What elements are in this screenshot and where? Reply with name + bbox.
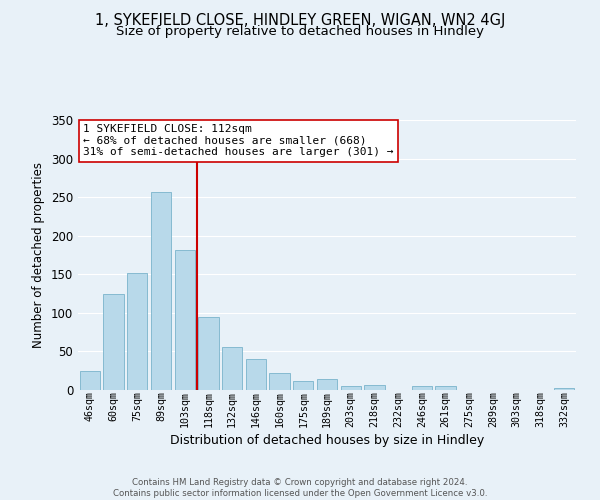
Bar: [412, 386, 432, 390]
Bar: [364, 384, 385, 390]
Y-axis label: Number of detached properties: Number of detached properties: [32, 162, 46, 348]
Text: Size of property relative to detached houses in Hindley: Size of property relative to detached ho…: [116, 25, 484, 38]
Bar: [269, 373, 290, 390]
Bar: [127, 272, 148, 390]
Bar: [341, 386, 361, 390]
Bar: [103, 294, 124, 390]
Bar: [317, 379, 337, 390]
Bar: [293, 380, 313, 390]
Bar: [151, 192, 171, 390]
Bar: [199, 316, 218, 390]
Bar: [554, 388, 574, 390]
Bar: [436, 386, 455, 390]
Bar: [80, 372, 100, 390]
Bar: [246, 359, 266, 390]
Text: 1 SYKEFIELD CLOSE: 112sqm
← 68% of detached houses are smaller (668)
31% of semi: 1 SYKEFIELD CLOSE: 112sqm ← 68% of detac…: [83, 124, 394, 157]
Bar: [222, 347, 242, 390]
X-axis label: Distribution of detached houses by size in Hindley: Distribution of detached houses by size …: [170, 434, 484, 448]
Text: Contains HM Land Registry data © Crown copyright and database right 2024.
Contai: Contains HM Land Registry data © Crown c…: [113, 478, 487, 498]
Text: 1, SYKEFIELD CLOSE, HINDLEY GREEN, WIGAN, WN2 4GJ: 1, SYKEFIELD CLOSE, HINDLEY GREEN, WIGAN…: [95, 12, 505, 28]
Bar: [175, 250, 195, 390]
